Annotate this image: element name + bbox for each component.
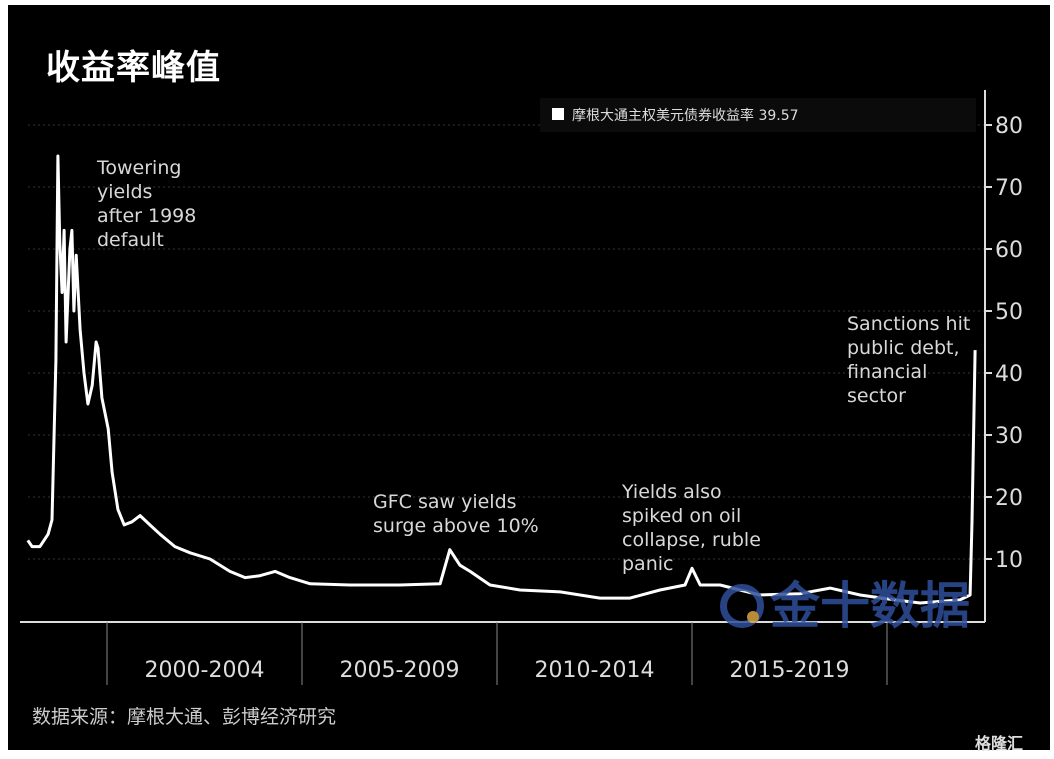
source-note: 数据来源：摩根大通、彭博经济研究 [32,706,337,728]
y-tick-label: 10 [995,548,1023,573]
x-tick-label: 2000-2004 [145,658,265,683]
annotation-sanctions: Sanctions hit public debt, financial sec… [847,313,971,407]
y-tick-label: 20 [995,486,1023,511]
legend-swatch [552,108,564,120]
legend: 摩根大通主权美元债券收益率 39.57 [540,98,976,132]
annotation-1998-default: Towering yields after 1998 default [97,157,197,251]
watermark-logo-icon [720,584,764,628]
corner-logo: 格隆汇 [975,734,1024,753]
annotation-oil-collapse: Yields also spiked on oil collapse, rubl… [622,481,761,575]
y-tick-label: 80 [995,114,1023,139]
watermark: 金十数据 [770,577,970,635]
x-tick-label: 2005-2009 [340,658,460,683]
x-tick-label: 2010-2014 [535,658,655,683]
legend-label: 摩根大通主权美元债券收益率 39.57 [572,108,799,124]
y-tick-label: 40 [995,362,1023,387]
chart-title: 收益率峰值 [46,48,221,88]
y-tick-label: 70 [995,176,1023,201]
y-tick-label: 50 [995,300,1023,325]
y-tick-label: 60 [995,238,1023,263]
x-tick-label: 2015-2019 [730,658,850,683]
y-tick-label: 30 [995,424,1023,449]
series-line [26,154,977,605]
annotation-gfc: GFC saw yields surge above 10% [373,491,539,537]
